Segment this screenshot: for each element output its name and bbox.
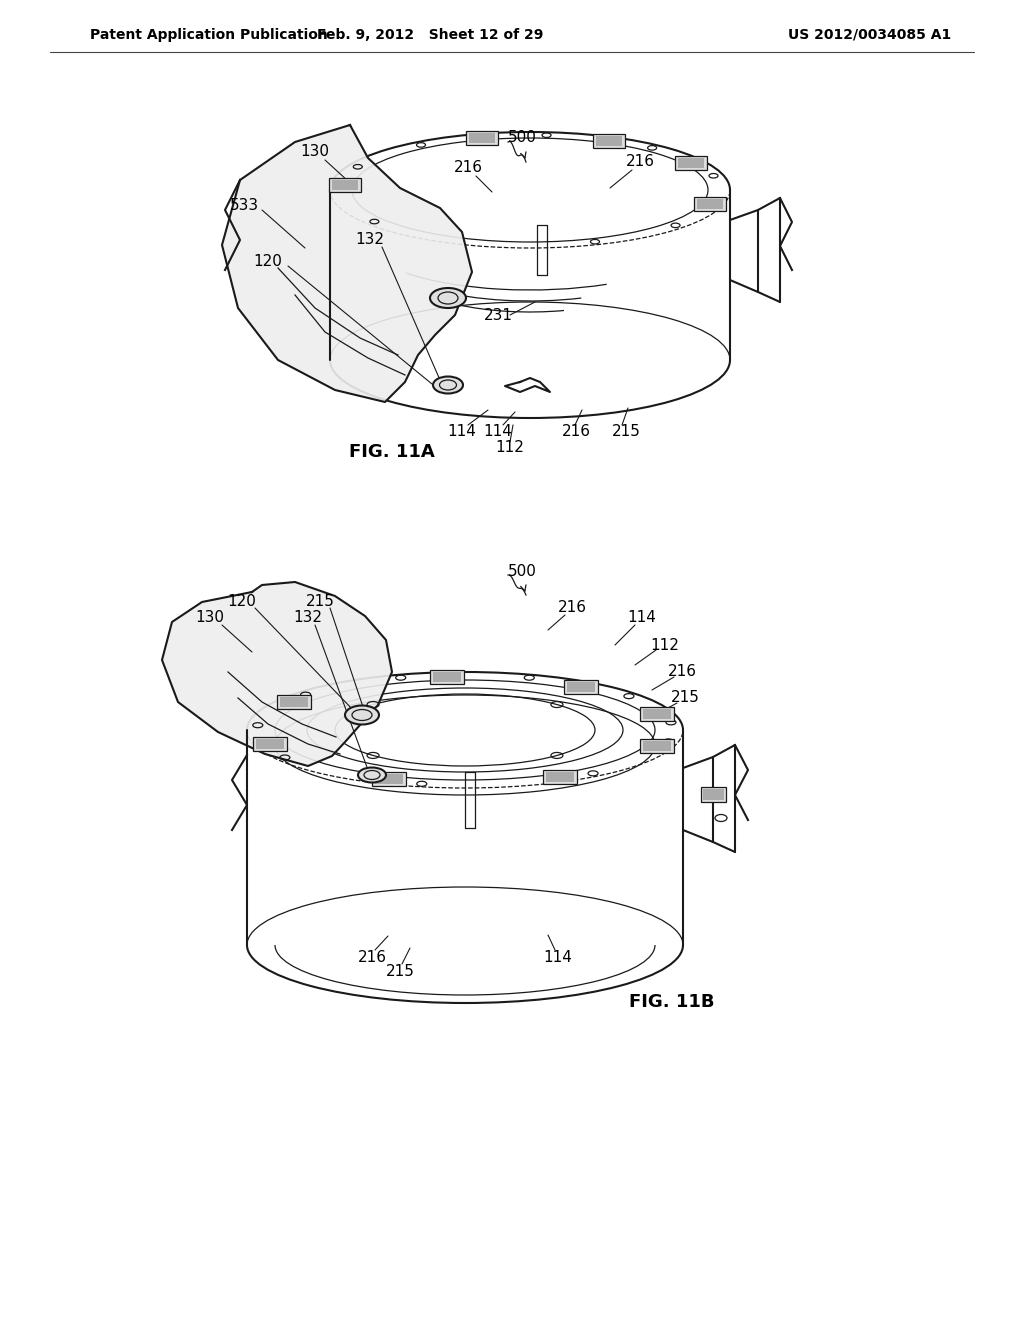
Text: 216: 216 (454, 161, 482, 176)
Text: 130: 130 (196, 610, 224, 626)
FancyBboxPatch shape (256, 739, 284, 748)
FancyBboxPatch shape (675, 156, 708, 170)
Text: FIG. 11A: FIG. 11A (349, 444, 435, 461)
FancyBboxPatch shape (564, 680, 598, 693)
FancyBboxPatch shape (373, 772, 407, 787)
Text: 120: 120 (254, 255, 283, 269)
FancyBboxPatch shape (643, 742, 671, 751)
FancyBboxPatch shape (376, 774, 403, 784)
FancyBboxPatch shape (546, 772, 573, 781)
FancyBboxPatch shape (276, 694, 310, 709)
FancyBboxPatch shape (596, 136, 622, 147)
FancyBboxPatch shape (329, 178, 360, 193)
Text: 215: 215 (611, 425, 640, 440)
Ellipse shape (358, 767, 386, 783)
Text: 216: 216 (557, 601, 587, 615)
Text: 216: 216 (357, 950, 386, 965)
Ellipse shape (433, 376, 463, 393)
Polygon shape (222, 125, 472, 403)
Text: Patent Application Publication: Patent Application Publication (90, 28, 328, 42)
Text: 112: 112 (496, 441, 524, 455)
FancyBboxPatch shape (640, 706, 674, 721)
Ellipse shape (345, 705, 379, 725)
Text: 533: 533 (229, 198, 259, 213)
Text: 132: 132 (355, 232, 384, 248)
FancyBboxPatch shape (433, 672, 462, 682)
Text: 114: 114 (544, 950, 572, 965)
Text: 216: 216 (668, 664, 696, 680)
FancyBboxPatch shape (701, 787, 726, 803)
Text: 215: 215 (671, 690, 699, 705)
FancyBboxPatch shape (466, 131, 498, 145)
Text: 114: 114 (628, 610, 656, 626)
FancyBboxPatch shape (430, 671, 465, 684)
FancyBboxPatch shape (593, 135, 625, 148)
FancyBboxPatch shape (253, 737, 287, 751)
FancyBboxPatch shape (643, 709, 671, 718)
FancyBboxPatch shape (280, 697, 307, 708)
Text: 130: 130 (300, 144, 330, 160)
Text: 114: 114 (483, 425, 512, 440)
Text: 112: 112 (650, 638, 680, 652)
FancyBboxPatch shape (332, 181, 357, 190)
Text: 231: 231 (483, 308, 512, 322)
FancyBboxPatch shape (678, 158, 705, 168)
FancyBboxPatch shape (543, 770, 577, 784)
Text: US 2012/0034085 A1: US 2012/0034085 A1 (788, 28, 951, 42)
FancyBboxPatch shape (703, 789, 724, 800)
FancyBboxPatch shape (696, 199, 723, 209)
Text: 216: 216 (626, 154, 654, 169)
FancyBboxPatch shape (693, 197, 726, 211)
Text: 114: 114 (447, 425, 476, 440)
Text: 500: 500 (508, 131, 537, 145)
Text: 215: 215 (386, 965, 415, 979)
Polygon shape (162, 582, 392, 766)
Text: Feb. 9, 2012   Sheet 12 of 29: Feb. 9, 2012 Sheet 12 of 29 (316, 28, 543, 42)
FancyBboxPatch shape (640, 739, 674, 754)
Text: 215: 215 (305, 594, 335, 610)
Text: 120: 120 (227, 594, 256, 610)
FancyBboxPatch shape (469, 133, 495, 143)
Text: 500: 500 (508, 565, 537, 579)
Text: 132: 132 (294, 610, 323, 626)
Ellipse shape (430, 288, 466, 308)
FancyBboxPatch shape (567, 681, 595, 692)
Text: 216: 216 (561, 425, 591, 440)
Text: FIG. 11B: FIG. 11B (630, 993, 715, 1011)
